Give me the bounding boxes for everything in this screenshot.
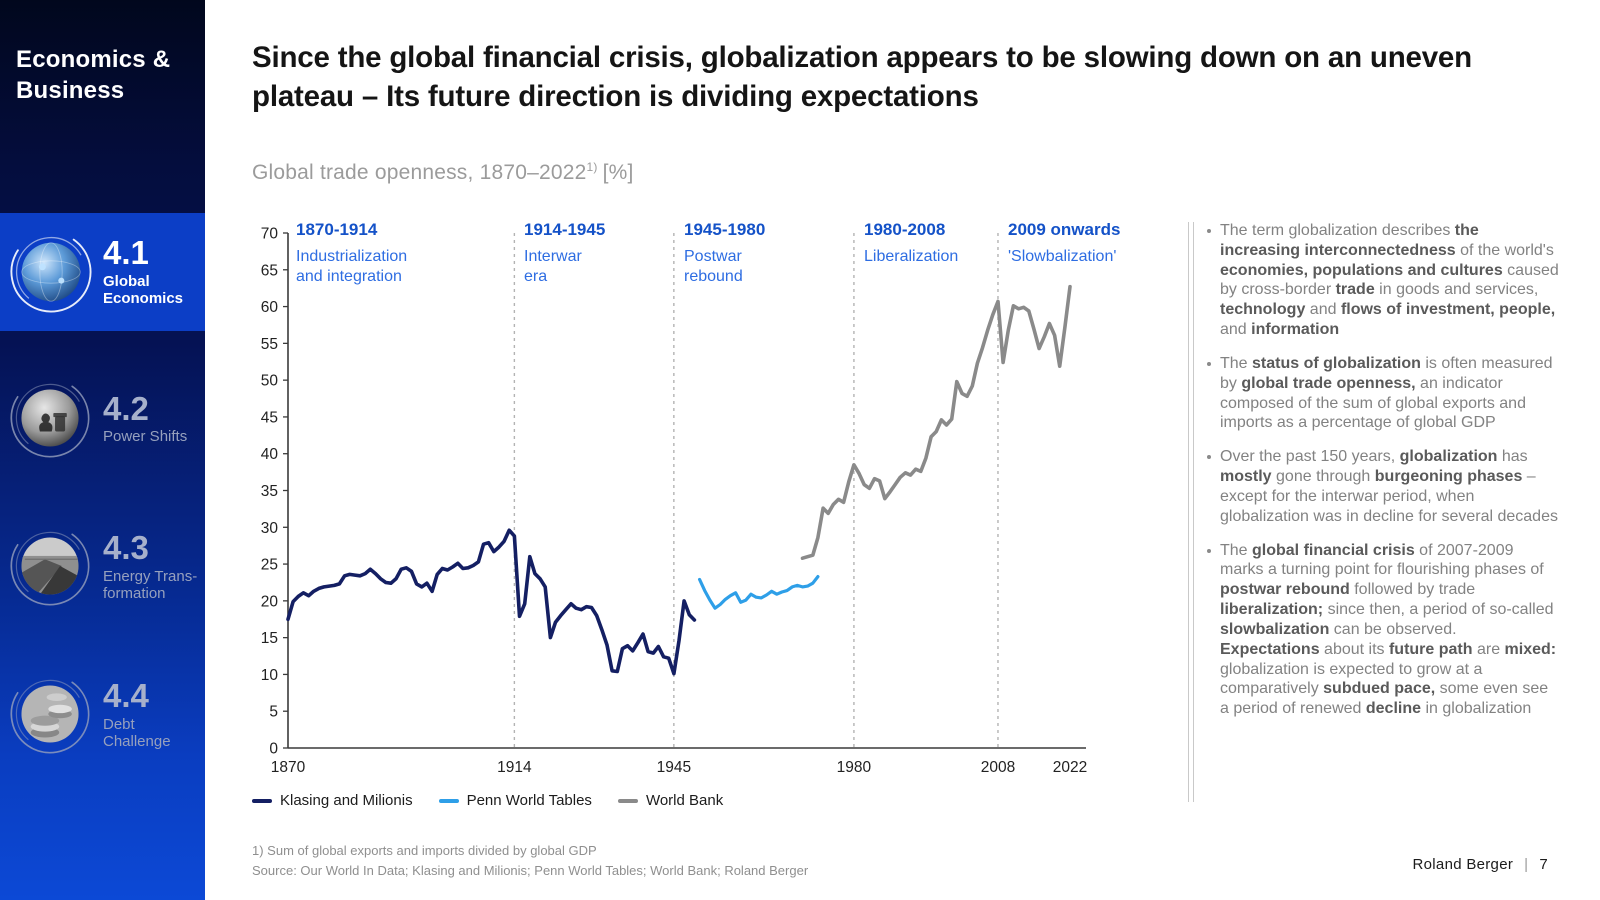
chart-period-annotation-1945-1980: 1945-1980 Postwar rebound — [684, 220, 765, 287]
annotation-years: 1980-2008 — [864, 220, 946, 239]
chart-period-annotation-1980-2008: 1980-2008 Liberalization — [864, 220, 958, 267]
svg-text:25: 25 — [261, 557, 278, 574]
svg-text:5: 5 — [269, 704, 278, 721]
legend-swatch-gray — [617, 798, 638, 803]
panel-bullet: The status of globalization is often mea… — [1207, 354, 1559, 433]
svg-text:1914: 1914 — [497, 759, 532, 776]
annotation-label: Postwar — [684, 248, 742, 265]
legend-label: Klasing and Milionis — [280, 792, 413, 809]
bullet-dot — [1207, 361, 1211, 366]
svg-text:30: 30 — [261, 520, 279, 537]
legend-item-klasing-and-milionis: Klasing and Milionis — [252, 792, 413, 809]
chart-period-annotation-1914-1945: 1914-1945 Interwar era — [524, 220, 605, 287]
page-title: Since the global financial crisis, globa… — [252, 41, 1472, 114]
annotation-label: era — [524, 268, 548, 285]
sidebar-item-number: 4.4 — [103, 676, 149, 714]
sidebar-item-debt-challenge[interactable]: 4.4 Debt Challenge — [0, 658, 205, 772]
svg-text:0: 0 — [269, 741, 278, 758]
bullet-dot — [1207, 455, 1211, 460]
svg-text:70: 70 — [261, 226, 279, 243]
annotation-label: and integration — [296, 268, 402, 285]
panel-divider-rule — [1188, 222, 1194, 802]
legend-swatch-navy — [252, 798, 272, 803]
sidebar-item-number: 4.3 — [103, 528, 149, 566]
sidebar-item-global-economics[interactable]: 4.1 Global Economics — [0, 213, 205, 331]
svg-text:10: 10 — [261, 667, 279, 684]
trade-openness-line-chart: 0 5 10 15 20 25 30 35 40 45 50 55 60 65 70 1870 1914 1945… — [261, 226, 1087, 777]
annotation-label: Industrialization — [296, 248, 408, 265]
svg-text:1945: 1945 — [657, 759, 691, 776]
chart-unit: [%] — [602, 161, 634, 184]
footnotes: 1) Sum of global exports and imports div… — [252, 841, 808, 881]
insights-panel: The term globalization describes the inc… — [1207, 221, 1559, 733]
svg-text:35: 35 — [261, 483, 278, 500]
chart-legend: Klasing and Milionis Penn World Tables W… — [252, 792, 723, 809]
svg-text:60: 60 — [261, 299, 279, 316]
chart-period-annotation-2009-onwards: 2009 onwards 'Slowbalization' — [1008, 220, 1120, 267]
sidebar-item-power-shifts[interactable]: 4.2 Power Shifts — [0, 366, 205, 472]
svg-text:15: 15 — [261, 630, 278, 647]
globe-network-icon — [8, 229, 94, 315]
bullet-dot — [1207, 548, 1211, 553]
svg-text:1980: 1980 — [837, 759, 872, 776]
annotation-years: 1914-1945 — [524, 220, 606, 239]
panel-bullet: The global financial crisis of 2007-2009… — [1207, 541, 1559, 719]
annotation-label: rebound — [684, 268, 743, 285]
footnote-marker: 1) — [586, 160, 598, 174]
sidebar-title: Economics & Business — [16, 46, 171, 105]
svg-text:2008: 2008 — [981, 759, 1015, 776]
annotation-label: Interwar — [524, 248, 582, 265]
legend-label: Penn World Tables — [466, 792, 592, 809]
svg-text:50: 50 — [261, 373, 279, 390]
annotation-years: 2009 onwards — [1008, 220, 1121, 239]
svg-text:2022: 2022 — [1053, 759, 1087, 776]
brand-footer: Roland Berger | 7 — [1413, 856, 1548, 873]
chart-period-annotation-1870-1914: 1870-1914 Industrialization and integrat… — [296, 220, 407, 287]
sidebar-item-label: Power Shifts — [103, 428, 188, 446]
chart-subtitle: Global trade openness, 1870–20221) [%] — [252, 160, 634, 184]
annotation-years: 1870-1914 — [296, 220, 378, 239]
bullet-dot — [1207, 229, 1211, 233]
chess-icon — [8, 376, 94, 462]
sidebar-item-number: 4.2 — [103, 389, 149, 427]
annotation-label: Liberalization — [864, 248, 959, 265]
legend-item-world-bank: World Bank — [617, 792, 724, 809]
sidebar: Economics & Business — [0, 0, 205, 900]
sidebar-item-label: Energy Trans-formation — [103, 567, 198, 603]
separator: | — [1524, 856, 1529, 873]
sidebar-item-label: Global Economics — [103, 272, 184, 308]
sidebar-item-number: 4.1 — [103, 233, 149, 271]
source-line: Source: Our World In Data; Klasing and M… — [252, 863, 809, 879]
svg-text:65: 65 — [261, 262, 278, 279]
legend-label: World Bank — [645, 792, 724, 809]
svg-text:20: 20 — [261, 593, 279, 610]
svg-text:45: 45 — [261, 409, 278, 426]
sidebar-item-label: Debt Challenge — [103, 715, 171, 751]
solar-panels-icon — [8, 524, 94, 610]
page-number: 7 — [1539, 856, 1548, 873]
coins-icon — [8, 672, 94, 758]
sidebar-item-energy-transformation[interactable]: 4.3 Energy Trans-formation — [0, 506, 205, 628]
svg-text:40: 40 — [261, 446, 279, 463]
annotation-label: 'Slowbalization' — [1008, 248, 1117, 265]
footnote: 1) Sum of global exports and imports div… — [252, 843, 597, 858]
panel-bullet: The term globalization describes the inc… — [1207, 221, 1559, 340]
svg-text:1870: 1870 — [271, 759, 306, 776]
annotation-years: 1945-1980 — [684, 220, 766, 239]
brand-name: Roland Berger — [1412, 856, 1514, 873]
panel-bullet: Over the past 150 years, globalization h… — [1207, 447, 1559, 526]
legend-item-penn-world-tables: Penn World Tables — [438, 792, 592, 809]
legend-swatch-blue — [438, 798, 459, 803]
svg-text:55: 55 — [261, 336, 278, 353]
